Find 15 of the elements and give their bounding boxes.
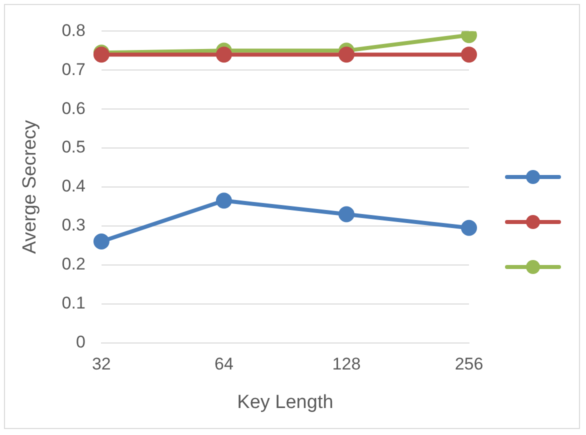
x-tick-label: 128: [332, 354, 361, 374]
y-tick-label: 0.8: [62, 20, 86, 40]
y-tick-label: 0.7: [62, 60, 86, 79]
y-tick-label: 0.5: [62, 138, 86, 157]
x-tick-label: 256: [454, 354, 484, 374]
y-tick-label: 0.6: [62, 98, 86, 118]
y-tick-label: 0.4: [62, 176, 86, 196]
y-tick-label: 0: [76, 332, 86, 352]
y-tick-label: 0.2: [62, 254, 86, 274]
x-axis-title: Key Length: [237, 392, 334, 413]
y-tick-label: 0.1: [62, 294, 86, 313]
x-tick-label: 32: [92, 354, 111, 374]
y-tick-label: 0.3: [62, 216, 86, 235]
x-tick-label: 64: [214, 354, 234, 374]
y-axis-title: Averge Secrecy: [20, 120, 41, 254]
